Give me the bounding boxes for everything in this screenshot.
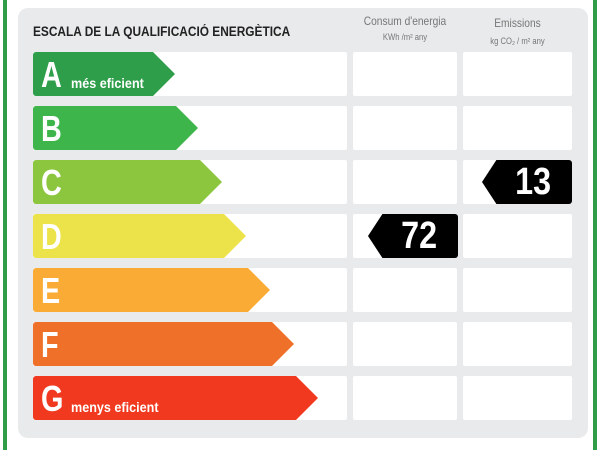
- class-letter: E: [41, 270, 61, 311]
- class-row-E: E: [33, 268, 347, 312]
- class-row-D: D: [33, 214, 347, 258]
- consum-cell-B: [353, 106, 457, 150]
- class-arrow-D: D: [33, 214, 246, 258]
- consum-cell-G: [353, 376, 457, 420]
- class-row-B: B: [33, 106, 347, 150]
- class-arrow-C: C: [33, 160, 222, 204]
- emissions-unit: kg CO₂ / m² any: [490, 36, 545, 46]
- class-letter: B: [41, 108, 62, 149]
- class-caption: menys eficient: [71, 399, 159, 415]
- emissions-cell-G: [463, 376, 572, 420]
- emissions-cell-F: [463, 322, 572, 366]
- label-title: ESCALA DE LA QUALIFICACIÓ ENERGÈTICA: [33, 24, 291, 39]
- class-row-F: F: [33, 322, 347, 366]
- class-letter: C: [41, 162, 62, 203]
- green-border-left: [3, 0, 7, 450]
- consum-header: Consum d'energia KWh /m² any: [354, 13, 456, 45]
- consum-label: Consum d'energia: [363, 14, 447, 28]
- class-arrow-F: F: [33, 322, 294, 366]
- consum-cell-F: [353, 322, 457, 366]
- consum-cell-E: [353, 268, 457, 312]
- class-arrow-E: E: [33, 268, 270, 312]
- class-caption: més eficient: [71, 75, 144, 91]
- consum-value: 72: [400, 215, 437, 257]
- emissions-value: 13: [514, 161, 551, 203]
- class-letter: F: [41, 324, 59, 365]
- class-letter: D: [41, 216, 62, 257]
- class-letter: A: [41, 54, 62, 95]
- emissions-rating-badge: 13: [482, 160, 572, 204]
- emissions-cell-E: [463, 268, 572, 312]
- emissions-cell-A: [463, 52, 572, 96]
- consum-unit: KWh /m² any: [382, 32, 428, 42]
- class-arrow-B: B: [33, 106, 198, 150]
- emissions-header: Emissions kg CO₂ / m² any: [464, 15, 570, 49]
- consum-cell-A: [353, 52, 457, 96]
- emissions-cell-B: [463, 106, 572, 150]
- consum-cell-C: [353, 160, 457, 204]
- emissions-label: Emissions: [494, 16, 541, 30]
- emissions-cell-D: [463, 214, 572, 258]
- class-letter: G: [41, 378, 64, 419]
- class-row-C: C: [33, 160, 347, 204]
- consum-rating-badge: 72: [368, 214, 458, 258]
- green-border-right: [593, 0, 597, 450]
